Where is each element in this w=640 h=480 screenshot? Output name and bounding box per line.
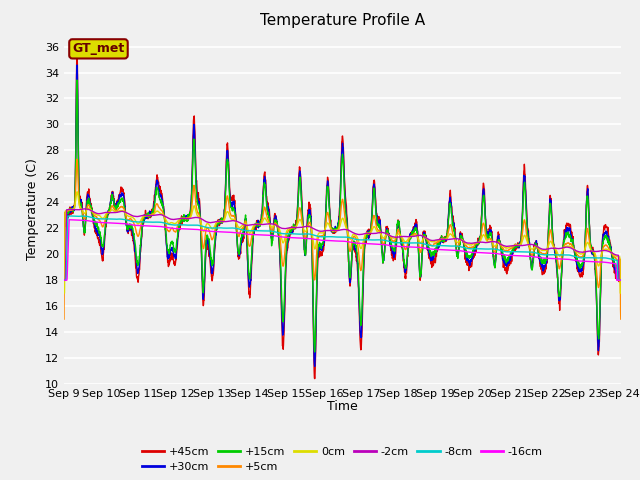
X-axis label: Time: Time	[327, 400, 358, 413]
Legend: +45cm, +30cm, +15cm, +5cm, 0cm, -2cm, -8cm, -16cm: +45cm, +30cm, +15cm, +5cm, 0cm, -2cm, -8…	[138, 442, 547, 477]
Title: Temperature Profile A: Temperature Profile A	[260, 13, 425, 28]
Text: GT_met: GT_met	[72, 42, 125, 55]
Y-axis label: Temperature (C): Temperature (C)	[26, 158, 39, 260]
